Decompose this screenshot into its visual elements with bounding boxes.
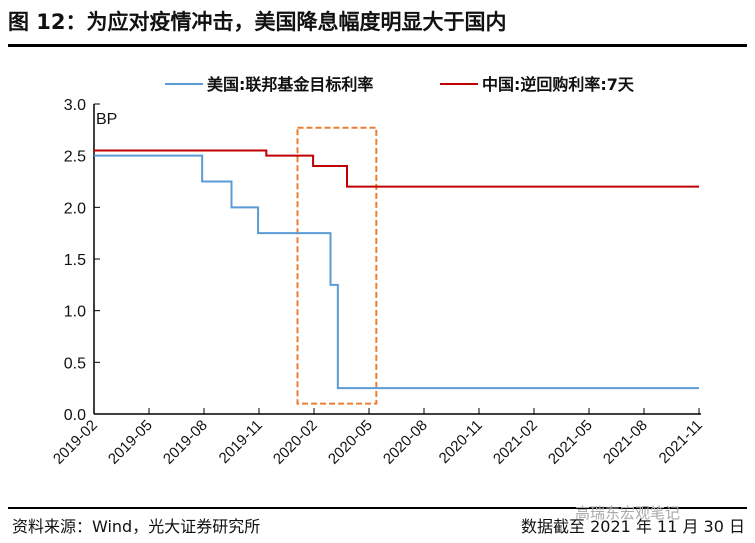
footer-divider <box>8 507 747 509</box>
y-tick-label: 1.0 <box>64 304 86 321</box>
x-tick-label: 2021-08 <box>600 417 651 468</box>
x-tick-label: 2019-05 <box>105 417 156 468</box>
x-tick-label: 2021-02 <box>490 417 541 468</box>
data-cutoff-note: 数据截至 2021 年 11 月 30 日 <box>521 517 745 536</box>
x-tick-label: 2019-02 <box>50 417 101 468</box>
x-tick-label: 2020-05 <box>325 417 376 468</box>
source-note: 资料来源：Wind，光大证券研究所 <box>12 517 261 536</box>
y-tick-label: 2.0 <box>64 200 86 217</box>
x-tick-label: 2021-05 <box>545 417 596 468</box>
y-tick-label: 1.5 <box>64 252 86 269</box>
x-tick-label: 2019-08 <box>160 417 211 468</box>
title-divider <box>8 44 747 47</box>
figure-title: 图 12：为应对疫情冲击，美国降息幅度明显大于国内 <box>8 10 507 34</box>
series-line-0 <box>94 154 699 390</box>
y-tick-label: 0.0 <box>64 407 86 424</box>
x-tick-label: 2019-11 <box>216 417 266 467</box>
x-tick-label: 2021-11 <box>656 417 706 467</box>
x-tick-label: 2020-02 <box>270 417 321 468</box>
y-axis-label: BP <box>96 111 117 128</box>
x-tick-label: 2020-11 <box>436 417 486 467</box>
legend-label-0: 美国:联邦基金目标利率 <box>207 75 373 94</box>
series-line-1 <box>94 149 699 188</box>
watermark: 高瑞东宏观笔记 <box>575 504 681 522</box>
legend-label-1: 中国:逆回购利率:7天 <box>482 75 635 94</box>
x-tick-label: 2020-08 <box>380 417 431 468</box>
y-tick-label: 3.0 <box>64 97 86 114</box>
y-tick-label: 2.5 <box>64 149 86 166</box>
y-tick-label: 0.5 <box>64 355 86 372</box>
highlight-box <box>296 126 378 405</box>
